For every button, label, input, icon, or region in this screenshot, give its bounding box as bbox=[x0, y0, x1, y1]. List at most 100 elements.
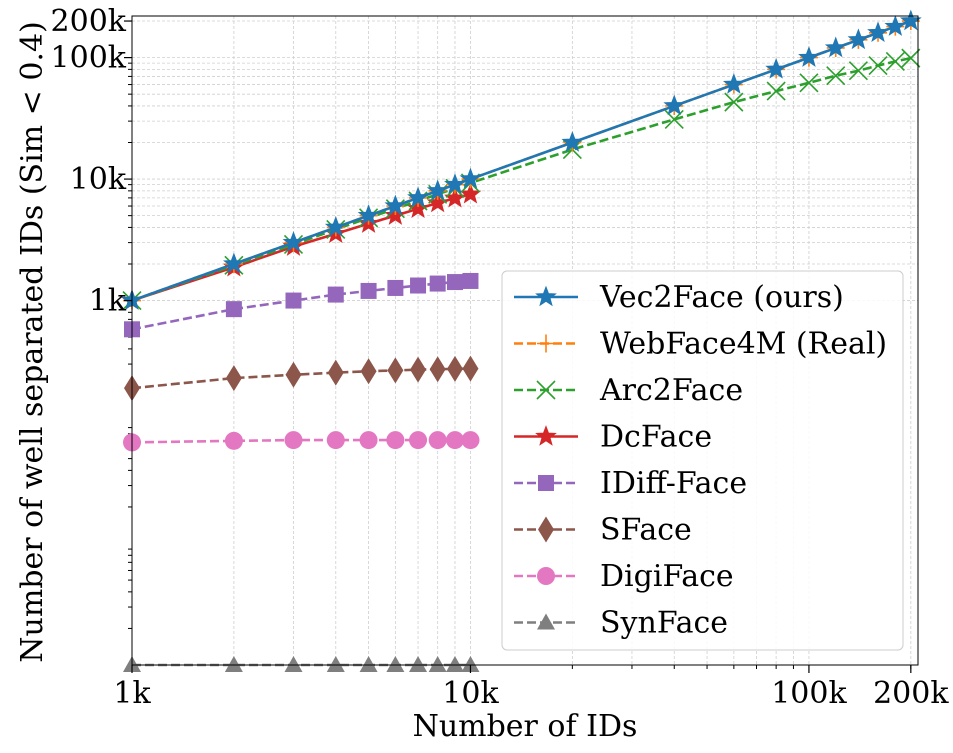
legend-label: Vec2Face (ours) bbox=[599, 280, 844, 315]
data-point bbox=[426, 179, 449, 201]
data-point bbox=[223, 252, 245, 274]
legend-marker bbox=[535, 425, 557, 446]
data-point bbox=[444, 173, 466, 194]
legend-marker bbox=[537, 613, 555, 630]
data-point bbox=[446, 274, 463, 291]
data-point bbox=[360, 358, 377, 385]
data-point bbox=[799, 73, 819, 93]
data-point bbox=[409, 656, 428, 672]
series-line bbox=[131, 367, 471, 390]
data-point bbox=[387, 357, 404, 384]
data-point bbox=[386, 656, 405, 672]
data-point bbox=[848, 61, 868, 81]
data-point bbox=[901, 48, 921, 68]
data-point bbox=[462, 272, 479, 289]
legend-label: SFace bbox=[600, 513, 692, 548]
legend-label: Arc2Face bbox=[599, 373, 743, 408]
plot-frame bbox=[131, 15, 919, 666]
y-axis-label: Number of well separated IDs (Sim < 0.4) bbox=[15, 21, 50, 662]
legend-label: DcFace bbox=[600, 420, 712, 455]
data-point bbox=[285, 292, 302, 309]
data-point bbox=[446, 355, 463, 382]
legend-item: WebFace4M (Real) bbox=[514, 327, 887, 362]
data-point bbox=[326, 431, 345, 450]
legend-label: DigiFace bbox=[600, 559, 734, 594]
legend-item: Arc2Face bbox=[514, 373, 743, 408]
legend-marker bbox=[537, 334, 555, 353]
data-point bbox=[326, 656, 345, 672]
x-tick-label: 200k bbox=[873, 676, 949, 711]
data-point bbox=[461, 431, 480, 450]
data-point bbox=[824, 36, 847, 58]
data-point bbox=[359, 431, 378, 450]
legend-marker bbox=[536, 380, 556, 400]
y-tick-label: 1k bbox=[89, 284, 127, 319]
data-point bbox=[462, 355, 479, 382]
x-axis-label: Number of IDs bbox=[413, 709, 638, 744]
data-point bbox=[847, 28, 870, 50]
data-point bbox=[722, 73, 745, 94]
data-point bbox=[224, 656, 243, 672]
data-point bbox=[885, 51, 905, 71]
data-point bbox=[384, 194, 407, 216]
data-point bbox=[428, 656, 447, 672]
data-point bbox=[282, 231, 305, 252]
data-point bbox=[284, 656, 303, 672]
data-point bbox=[407, 186, 429, 208]
data-point bbox=[410, 277, 427, 294]
data-point bbox=[285, 361, 302, 388]
data-point bbox=[225, 301, 242, 318]
series-layer bbox=[121, 9, 922, 672]
data-point bbox=[445, 431, 464, 450]
data-point bbox=[426, 191, 449, 213]
data-point bbox=[324, 215, 347, 237]
series-sface bbox=[124, 355, 479, 402]
data-point bbox=[428, 431, 447, 450]
data-point bbox=[386, 431, 405, 450]
x-tick-label: 100k bbox=[771, 676, 847, 711]
data-point bbox=[407, 197, 429, 218]
data-point bbox=[429, 356, 446, 383]
legend-box bbox=[501, 270, 904, 651]
y-tick-label: 10k bbox=[70, 162, 127, 197]
legend-item: Vec2Face (ours) bbox=[514, 280, 844, 315]
data-point bbox=[724, 92, 744, 112]
data-point bbox=[429, 275, 446, 292]
legend-label: WebFace4M (Real) bbox=[600, 327, 887, 362]
legend-item: DigiFace bbox=[514, 559, 734, 594]
data-point bbox=[867, 21, 889, 43]
data-point bbox=[798, 46, 820, 67]
data-point bbox=[224, 431, 243, 450]
legend-label: IDiff-Face bbox=[600, 466, 747, 501]
data-point bbox=[765, 57, 788, 79]
legend-item: IDiff-Face bbox=[514, 466, 747, 501]
data-point bbox=[360, 282, 377, 299]
legend-marker bbox=[538, 516, 554, 543]
series-line bbox=[131, 279, 471, 331]
data-point bbox=[663, 94, 686, 116]
series-digiface bbox=[123, 431, 480, 452]
data-point bbox=[284, 431, 303, 450]
x-tick-label: 10k bbox=[442, 676, 499, 711]
legend-item: DcFace bbox=[514, 420, 712, 455]
data-point bbox=[327, 359, 344, 386]
data-point bbox=[868, 55, 888, 76]
data-point bbox=[459, 167, 482, 189]
data-point bbox=[461, 656, 480, 672]
data-point bbox=[445, 656, 464, 672]
data-point bbox=[826, 66, 846, 86]
data-point bbox=[359, 656, 378, 672]
data-point bbox=[766, 81, 786, 101]
legend: Vec2Face (ours) WebFace4M (Real) Arc2Face D… bbox=[501, 270, 904, 651]
legend-item: SynFace bbox=[514, 606, 728, 641]
y-tick-label: 200k bbox=[51, 4, 127, 39]
x-tick-label: 1k bbox=[113, 676, 151, 711]
series-synface bbox=[123, 656, 480, 672]
data-point bbox=[327, 286, 344, 303]
data-point bbox=[225, 365, 242, 392]
legend-marker bbox=[537, 567, 555, 585]
data-point bbox=[409, 431, 428, 450]
y-tick-label: 100k bbox=[51, 41, 127, 76]
